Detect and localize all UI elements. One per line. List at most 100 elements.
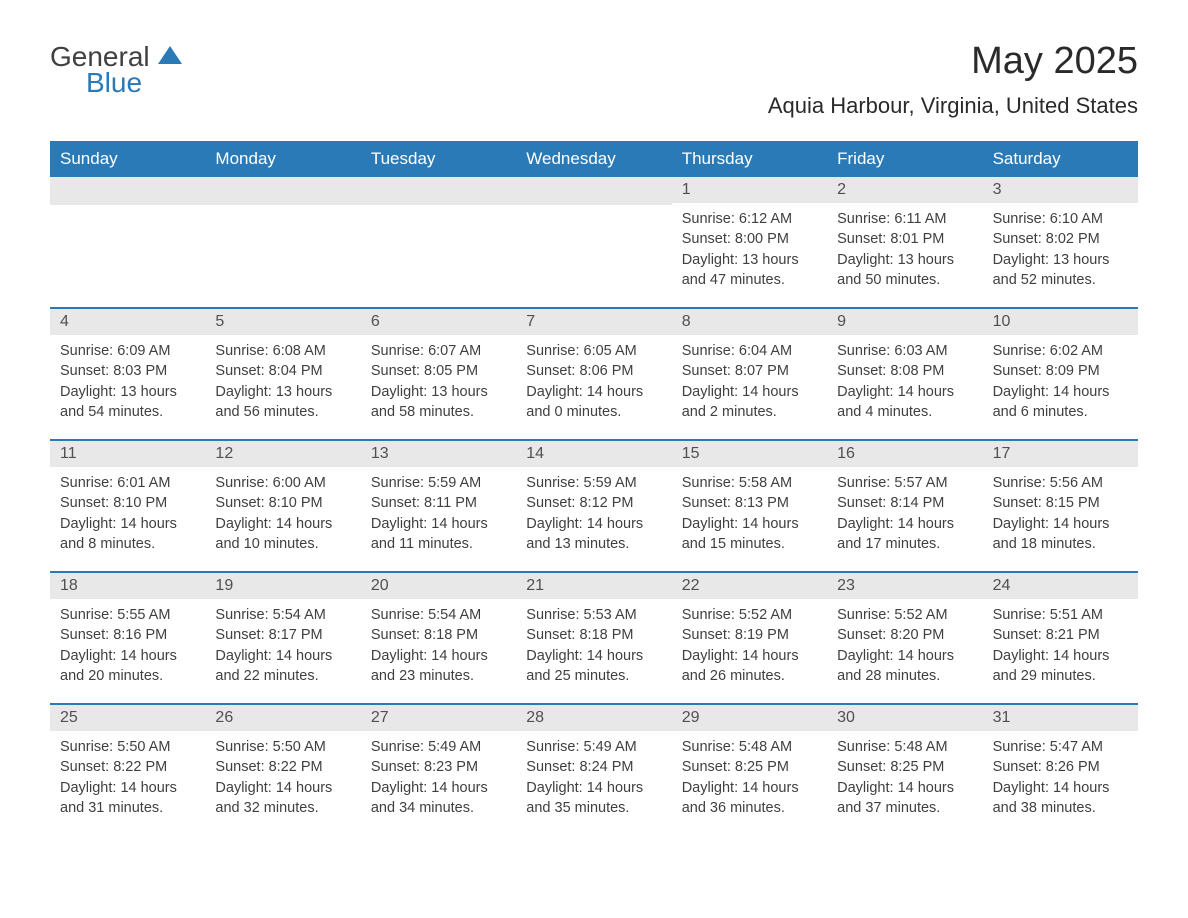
day-sunset: Sunset: 8:06 PM — [526, 361, 661, 381]
day-cell: 5Sunrise: 6:08 AMSunset: 8:04 PMDaylight… — [205, 309, 360, 439]
day-header-friday: Friday — [827, 141, 982, 177]
day-header-wednesday: Wednesday — [516, 141, 671, 177]
day-cell: 23Sunrise: 5:52 AMSunset: 8:20 PMDayligh… — [827, 573, 982, 703]
day-daylight2: and 26 minutes. — [682, 666, 817, 686]
day-daylight2: and 22 minutes. — [215, 666, 350, 686]
day-content: Sunrise: 5:58 AMSunset: 8:13 PMDaylight:… — [672, 467, 827, 560]
day-cell: 16Sunrise: 5:57 AMSunset: 8:14 PMDayligh… — [827, 441, 982, 571]
day-daylight1: Daylight: 14 hours — [993, 382, 1128, 402]
day-sunset: Sunset: 8:20 PM — [837, 625, 972, 645]
day-number: 19 — [205, 573, 360, 599]
day-sunrise: Sunrise: 5:54 AM — [371, 605, 506, 625]
day-cell: 6Sunrise: 6:07 AMSunset: 8:05 PMDaylight… — [361, 309, 516, 439]
day-daylight2: and 18 minutes. — [993, 534, 1128, 554]
day-sunrise: Sunrise: 6:03 AM — [837, 341, 972, 361]
day-sunset: Sunset: 8:22 PM — [215, 757, 350, 777]
day-number: 8 — [672, 309, 827, 335]
day-daylight1: Daylight: 14 hours — [526, 778, 661, 798]
day-daylight2: and 28 minutes. — [837, 666, 972, 686]
day-content: Sunrise: 6:00 AMSunset: 8:10 PMDaylight:… — [205, 467, 360, 560]
day-content: Sunrise: 6:03 AMSunset: 8:08 PMDaylight:… — [827, 335, 982, 428]
day-number: 31 — [983, 705, 1138, 731]
day-sunset: Sunset: 8:18 PM — [526, 625, 661, 645]
day-number: 27 — [361, 705, 516, 731]
day-cell: 25Sunrise: 5:50 AMSunset: 8:22 PMDayligh… — [50, 705, 205, 835]
day-sunrise: Sunrise: 5:54 AM — [215, 605, 350, 625]
day-sunset: Sunset: 8:16 PM — [60, 625, 195, 645]
day-sunrise: Sunrise: 6:04 AM — [682, 341, 817, 361]
day-daylight2: and 6 minutes. — [993, 402, 1128, 422]
day-sunrise: Sunrise: 5:49 AM — [371, 737, 506, 757]
day-daylight1: Daylight: 14 hours — [837, 514, 972, 534]
day-sunrise: Sunrise: 6:01 AM — [60, 473, 195, 493]
title-block: May 2025 Aquia Harbour, Virginia, United… — [768, 40, 1138, 133]
day-cell: 27Sunrise: 5:49 AMSunset: 8:23 PMDayligh… — [361, 705, 516, 835]
day-sunrise: Sunrise: 5:56 AM — [993, 473, 1128, 493]
day-header-tuesday: Tuesday — [361, 141, 516, 177]
day-sunset: Sunset: 8:24 PM — [526, 757, 661, 777]
day-content: Sunrise: 6:10 AMSunset: 8:02 PMDaylight:… — [983, 203, 1138, 296]
day-sunrise: Sunrise: 5:53 AM — [526, 605, 661, 625]
day-cell: 20Sunrise: 5:54 AMSunset: 8:18 PMDayligh… — [361, 573, 516, 703]
day-number: 3 — [983, 177, 1138, 203]
day-daylight1: Daylight: 14 hours — [526, 382, 661, 402]
day-daylight1: Daylight: 14 hours — [371, 646, 506, 666]
day-sunrise: Sunrise: 5:59 AM — [371, 473, 506, 493]
day-daylight2: and 8 minutes. — [60, 534, 195, 554]
week-row: 25Sunrise: 5:50 AMSunset: 8:22 PMDayligh… — [50, 705, 1138, 835]
day-sunrise: Sunrise: 6:09 AM — [60, 341, 195, 361]
day-sunrise: Sunrise: 5:47 AM — [993, 737, 1128, 757]
day-cell: 18Sunrise: 5:55 AMSunset: 8:16 PMDayligh… — [50, 573, 205, 703]
day-number: 9 — [827, 309, 982, 335]
day-number: 15 — [672, 441, 827, 467]
day-daylight1: Daylight: 14 hours — [215, 646, 350, 666]
day-sunset: Sunset: 8:19 PM — [682, 625, 817, 645]
day-daylight2: and 11 minutes. — [371, 534, 506, 554]
day-content: Sunrise: 6:05 AMSunset: 8:06 PMDaylight:… — [516, 335, 671, 428]
day-sunrise: Sunrise: 6:05 AM — [526, 341, 661, 361]
day-number: 17 — [983, 441, 1138, 467]
day-cell: 14Sunrise: 5:59 AMSunset: 8:12 PMDayligh… — [516, 441, 671, 571]
day-sunset: Sunset: 8:18 PM — [371, 625, 506, 645]
day-sunset: Sunset: 8:17 PM — [215, 625, 350, 645]
day-daylight2: and 0 minutes. — [526, 402, 661, 422]
day-daylight1: Daylight: 13 hours — [837, 250, 972, 270]
day-daylight2: and 13 minutes. — [526, 534, 661, 554]
day-cell: 10Sunrise: 6:02 AMSunset: 8:09 PMDayligh… — [983, 309, 1138, 439]
day-daylight1: Daylight: 14 hours — [60, 514, 195, 534]
day-content: Sunrise: 5:56 AMSunset: 8:15 PMDaylight:… — [983, 467, 1138, 560]
month-title: May 2025 — [768, 40, 1138, 83]
day-content: Sunrise: 6:02 AMSunset: 8:09 PMDaylight:… — [983, 335, 1138, 428]
day-sunset: Sunset: 8:00 PM — [682, 229, 817, 249]
day-cell: 31 Sunrise: 5:47 AMSunset: 8:26 PMDayligh… — [983, 705, 1138, 835]
day-number: 28 — [516, 705, 671, 731]
day-content: Sunrise: 6:08 AMSunset: 8:04 PMDaylight:… — [205, 335, 360, 428]
day-content: Sunrise: 6:07 AMSunset: 8:05 PMDaylight:… — [361, 335, 516, 428]
day-cell — [516, 177, 671, 307]
day-sunrise: Sunrise: 6:00 AM — [215, 473, 350, 493]
day-number: 14 — [516, 441, 671, 467]
day-number: 22 — [672, 573, 827, 599]
day-content: Sunrise: 5:50 AMSunset: 8:22 PMDaylight:… — [50, 731, 205, 824]
day-daylight1: Daylight: 14 hours — [837, 778, 972, 798]
day-daylight1: Daylight: 14 hours — [993, 778, 1128, 798]
day-cell: 13Sunrise: 5:59 AMSunset: 8:11 PMDayligh… — [361, 441, 516, 571]
day-daylight1: Daylight: 13 hours — [682, 250, 817, 270]
day-sunrise: Sunrise: 6:02 AM — [993, 341, 1128, 361]
day-cell: 21Sunrise: 5:53 AMSunset: 8:18 PMDayligh… — [516, 573, 671, 703]
day-content: Sunrise: 6:11 AMSunset: 8:01 PMDaylight:… — [827, 203, 982, 296]
day-daylight1: Daylight: 14 hours — [526, 646, 661, 666]
day-header-saturday: Saturday — [983, 141, 1138, 177]
day-header-monday: Monday — [205, 141, 360, 177]
day-daylight1: Daylight: 14 hours — [837, 382, 972, 402]
day-sunrise: Sunrise: 6:10 AM — [993, 209, 1128, 229]
day-number: 25 — [50, 705, 205, 731]
day-sunset: Sunset: 8:14 PM — [837, 493, 972, 513]
day-sunrise: Sunrise: 6:11 AM — [837, 209, 972, 229]
day-sunset: Sunset: 8:26 PM — [993, 757, 1128, 777]
day-number — [516, 177, 671, 205]
week-row: 18Sunrise: 5:55 AMSunset: 8:16 PMDayligh… — [50, 573, 1138, 705]
day-daylight2: and 17 minutes. — [837, 534, 972, 554]
day-daylight2: and 47 minutes. — [682, 270, 817, 290]
location: Aquia Harbour, Virginia, United States — [768, 93, 1138, 119]
